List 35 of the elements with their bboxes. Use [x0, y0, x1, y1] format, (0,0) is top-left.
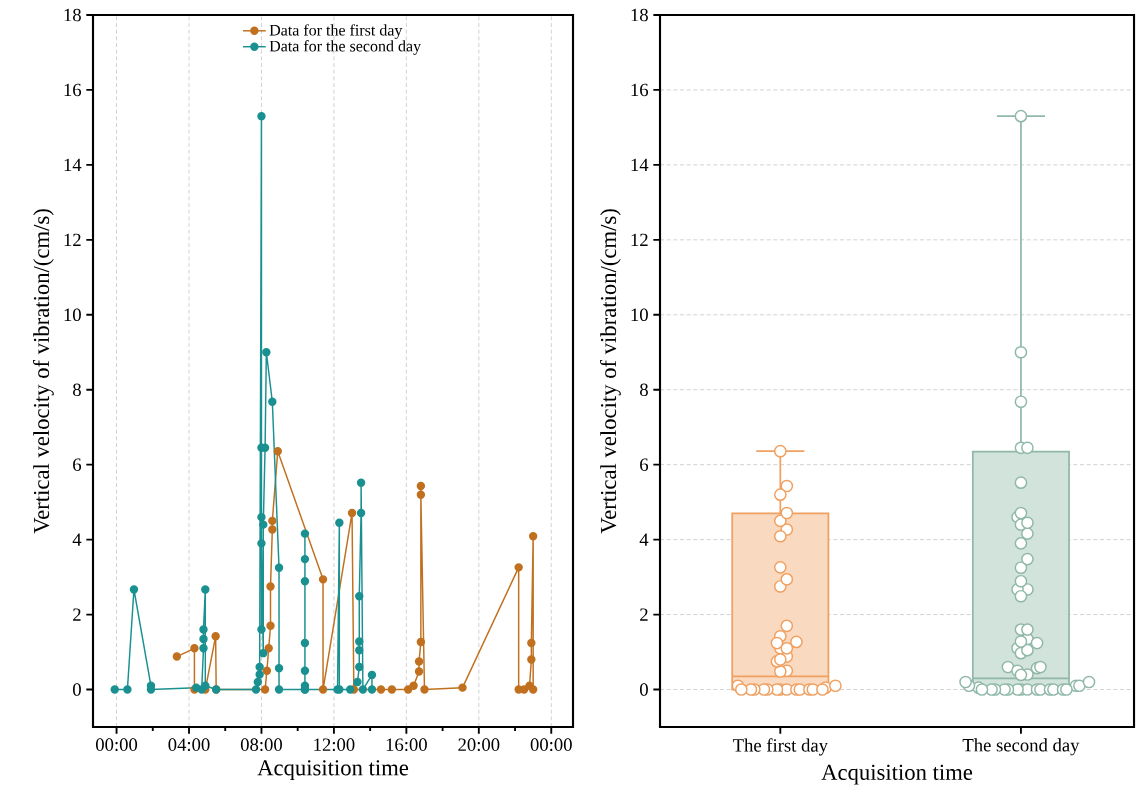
x-tick-label: The second day: [962, 738, 1080, 756]
y-tick-label: 6: [640, 458, 649, 471]
x-tick-label: 08:00: [240, 738, 282, 752]
y-tick-label: 8: [73, 383, 81, 397]
y-tick-label: 10: [631, 308, 648, 322]
x-tick-label: 16:00: [386, 738, 427, 752]
x-tick-label: The first day: [732, 738, 828, 756]
y-tick-label: 18: [64, 8, 81, 22]
y-tick-label: 14: [631, 158, 649, 172]
x-tick-label: 20:00: [458, 738, 500, 752]
y-tick-label: 14: [64, 158, 82, 172]
x-tick-label: 00:00: [96, 738, 138, 752]
y-tick-label: 18: [631, 8, 648, 22]
x-tick-label: 04:00: [168, 738, 210, 752]
y-tick-label: 6: [73, 458, 82, 471]
y-tick-label: 8: [640, 383, 648, 397]
x-tick-label: 00:00: [530, 738, 572, 752]
y-tick-label: 10: [64, 308, 81, 322]
y-tick-label: 16: [64, 83, 82, 97]
y-axis-title: Vertical velocity of vibration/(cm/s): [599, 209, 621, 534]
y-tick-label: 2: [640, 608, 648, 621]
y-axis-title: Vertical velocity of vibration/(cm/s): [32, 209, 54, 534]
y-tick-label: 12: [631, 233, 648, 247]
y-tick-label: 4: [72, 533, 82, 546]
y-tick-label: 12: [64, 233, 81, 247]
x-tick-label: 12:00: [314, 738, 355, 752]
y-tick-label: 0: [73, 683, 81, 696]
y-tick-label: 2: [73, 608, 81, 621]
y-tick-label: 16: [631, 83, 649, 97]
x-axis-title: Acquisition time: [821, 764, 973, 785]
x-axis-title: Acquisition time: [257, 760, 409, 781]
legend-label: Data for the second day: [269, 40, 422, 55]
legend-label: Data for the first day: [269, 24, 403, 39]
y-tick-label: 0: [640, 683, 648, 696]
y-tick-label: 4: [639, 533, 649, 546]
